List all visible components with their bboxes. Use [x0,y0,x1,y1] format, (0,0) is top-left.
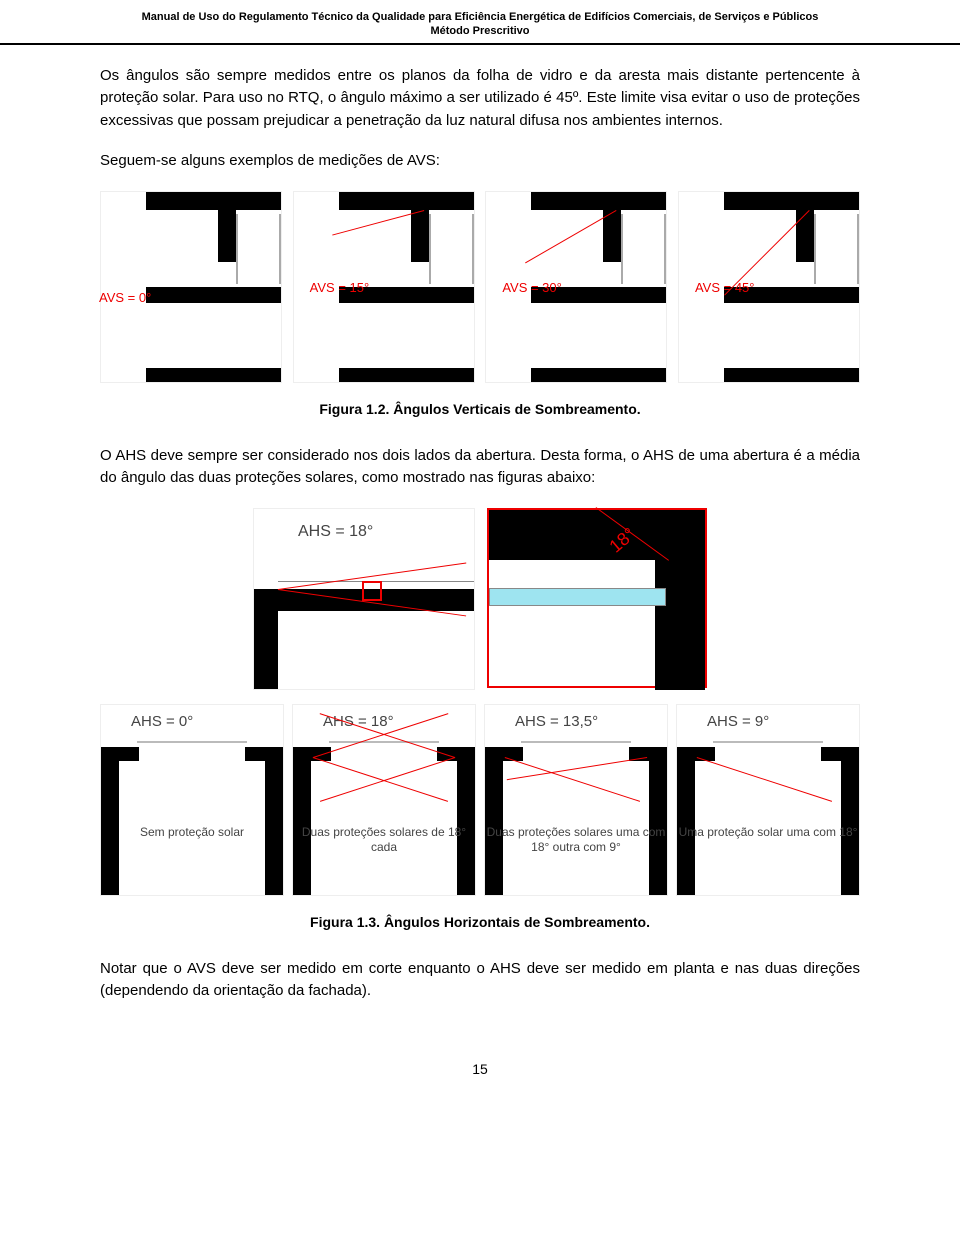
avs-label-0: AVS = 0° [99,290,151,305]
ahs-b0-sub: Sem proteção solar [101,825,283,840]
page-number: 15 [0,1021,960,1097]
page-content: Os ângulos são sempre medidos entre os p… [0,45,960,1003]
header-line2: Método Prescritivo [430,25,529,37]
fig1-cell-0: AVS = 0° [100,191,282,383]
fig1-cell-1: AVS = 15° [293,191,475,383]
ahs-top-label: AHS = 18° [298,523,373,541]
ahs-b3-label: AHS = 9° [707,713,769,730]
fig2-b3: AHS = 9° Uma proteção solar uma com 18° [676,704,860,896]
header-line1: Manual de Uso do Regulamento Técnico da … [142,11,819,23]
fig1-row: AVS = 0° AVS = 15° AVS = 30° AVS = 45° [100,191,860,383]
paragraph-4: Notar que o AVS deve ser medido em corte… [100,958,860,1003]
ahs-b3-sub: Uma proteção solar uma com 18° [677,825,859,840]
zoom-box-icon [362,581,382,601]
ahs-b1-sub: Duas proteções solares de 18° cada [293,825,475,855]
avs-label-2: AVS = 30° [502,280,562,295]
fig1-cell-2: AVS = 30° [485,191,667,383]
paragraph-1: Os ângulos são sempre medidos entre os p… [100,65,860,133]
paragraph-3: O AHS deve sempre ser considerado nos do… [100,445,860,490]
fig2-top-row: AHS = 18° 18° [100,508,860,690]
fig2-bottom-row: AHS = 0° Sem proteção solar AHS = 18° Du… [100,704,860,896]
fig1-caption: Figura 1.2. Ângulos Verticais de Sombrea… [100,401,860,417]
fig2-b2: AHS = 13,5° Duas proteções solares uma c… [484,704,668,896]
ahs-b2-label: AHS = 13,5° [515,713,598,730]
fig2-top-left: AHS = 18° [253,508,475,690]
fig2-b1: AHS = 18° Duas proteções solares de 18° … [292,704,476,896]
fig1-cell-3: AVS = 45° [678,191,860,383]
ahs-b1-label: AHS = 18° [323,713,394,730]
fig2-caption: Figura 1.3. Ângulos Horizontais de Sombr… [100,914,860,930]
ahs-b2-sub: Duas proteções solares uma com 18° outra… [485,825,667,855]
ahs-b0-label: AHS = 0° [131,713,193,730]
page-header: Manual de Uso do Regulamento Técnico da … [0,0,960,43]
avs-label-1: AVS = 15° [310,280,370,295]
paragraph-2: Seguem-se alguns exemplos de medições de… [100,150,860,173]
fig2-b0: AHS = 0° Sem proteção solar [100,704,284,896]
fig2-top-detail: 18° [487,508,707,688]
avs-label-3: AVS = 45° [695,280,755,295]
